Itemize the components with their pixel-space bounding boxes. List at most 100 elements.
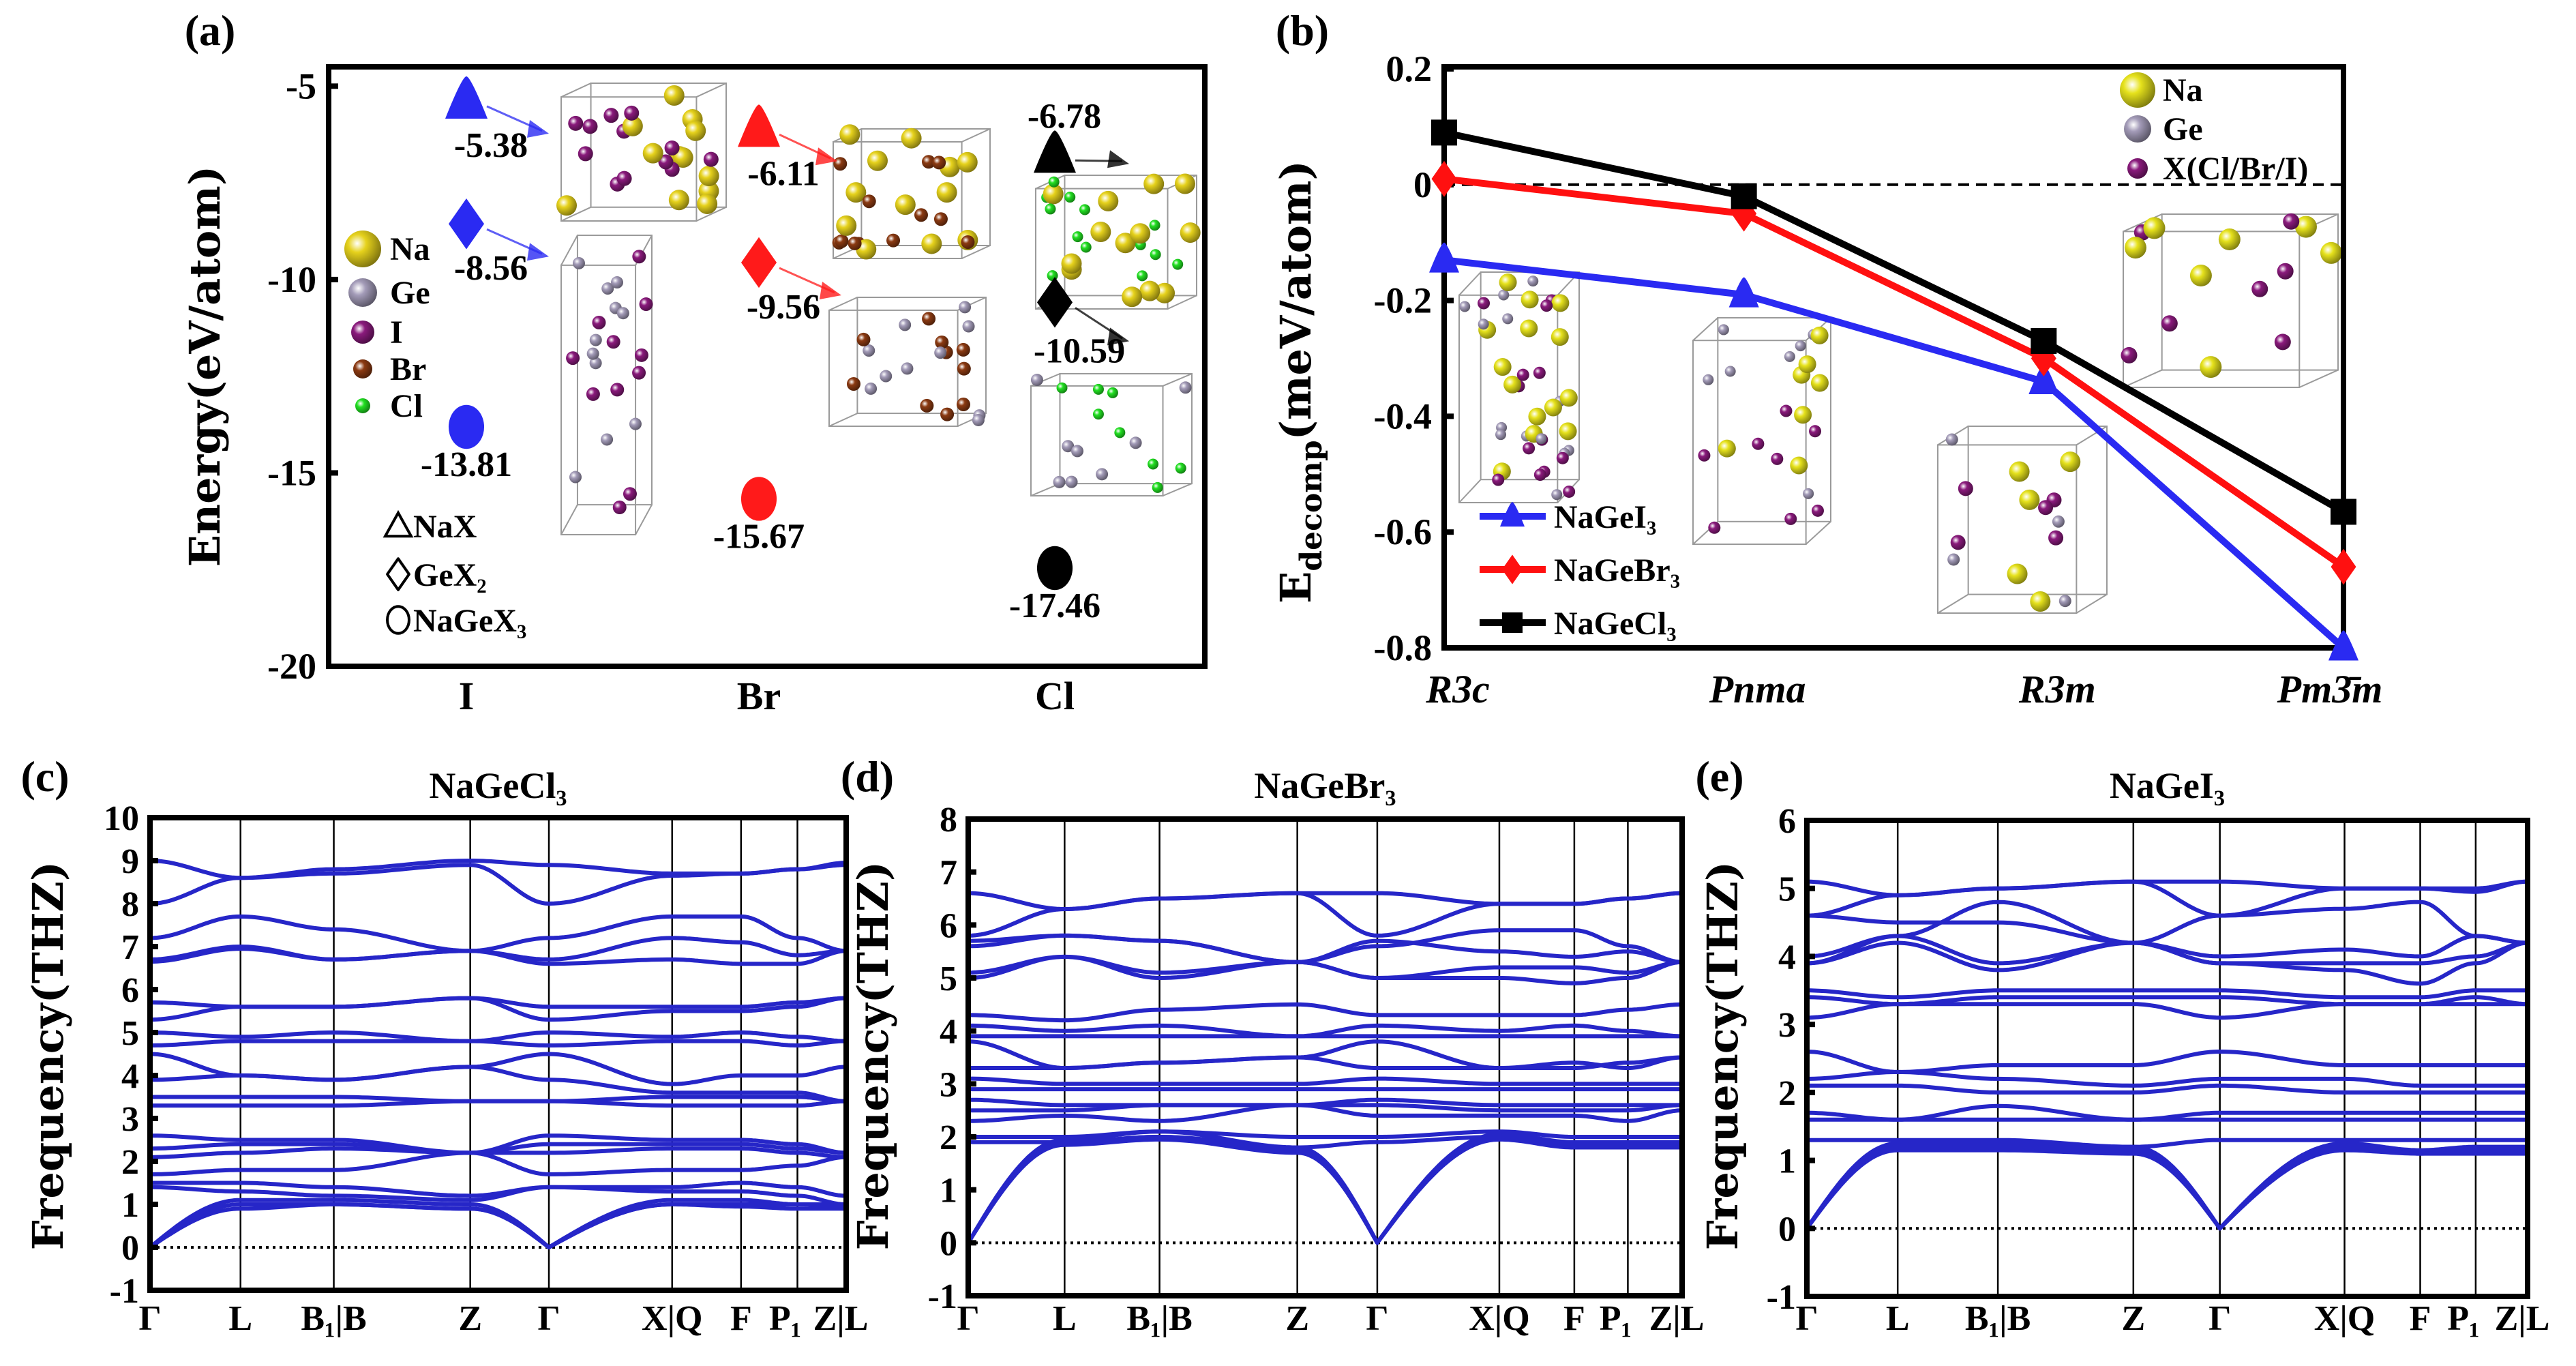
value-label: -9.56: [747, 288, 820, 327]
value-label: -17.46: [1009, 587, 1100, 625]
y-tick-label: 5: [1778, 870, 1796, 909]
y-tick-label: 7: [121, 928, 139, 967]
atom-sphere: [568, 115, 584, 131]
atom-sphere: [1065, 475, 1078, 488]
legend-atom-icon: [351, 321, 374, 344]
atom-sphere: [2274, 333, 2291, 351]
y-tick-label: 1: [121, 1186, 139, 1225]
atom-sphere: [899, 318, 912, 331]
y-tick-label: -1: [110, 1272, 139, 1311]
y-tick-label: -5: [286, 65, 316, 106]
plot-frame: [1441, 64, 2346, 651]
atom-sphere: [1521, 291, 1539, 309]
legend-circle-icon: [386, 605, 410, 635]
phonon-band: [1806, 1050, 2528, 1074]
k-point-label: Γ: [1366, 1299, 1388, 1338]
phonon-band: [968, 1103, 1682, 1123]
x-category-label: Br: [737, 674, 781, 718]
atom-sphere: [1092, 409, 1104, 420]
atom-sphere: [569, 471, 582, 484]
k-point-label: L: [1886, 1299, 1910, 1338]
value-label: -6.78: [1028, 97, 1101, 136]
arrow-head-icon: [527, 243, 549, 261]
data-point-circle: [1036, 546, 1073, 591]
y-axis-title-subscript: decomp: [1294, 440, 1329, 571]
k-point-label: X|Q: [1469, 1299, 1529, 1338]
y-tick-label: 6: [121, 971, 139, 1010]
legend-series-label: NaX: [413, 509, 477, 545]
legend-atom-label: Br: [390, 351, 426, 387]
atom-sphere: [922, 312, 936, 326]
atom-sphere: [2030, 591, 2051, 612]
atom-sphere: [956, 342, 970, 357]
atom-sphere: [2038, 500, 2054, 516]
y-tick-label: 2: [940, 1118, 957, 1157]
atom-sphere: [1950, 535, 1966, 550]
data-point-circle: [448, 404, 485, 449]
legend-atom-label: I: [390, 314, 403, 351]
atom-sphere: [664, 140, 680, 156]
legend-atom-label: Cl: [390, 388, 423, 424]
atom-sphere: [2251, 280, 2268, 297]
atom-sphere: [1718, 324, 1729, 336]
y-axis-title: Frequency(THZ): [23, 861, 73, 1250]
atom-sphere: [1559, 422, 1577, 441]
atom-sphere: [1172, 258, 1184, 270]
phonon-band: [968, 954, 1683, 985]
atom-sphere: [2283, 213, 2300, 230]
series-line: [1443, 175, 2346, 570]
atom-sphere: [2121, 346, 2138, 363]
phonon-band: [1807, 988, 2528, 1000]
phonon-band: [968, 1103, 1682, 1113]
atom-sphere: [1092, 383, 1104, 395]
y-tick-label: 10: [104, 799, 139, 838]
phonon-band: [968, 891, 1683, 938]
k-point-label: B₁|B: [301, 1299, 366, 1338]
atom-sphere: [901, 128, 922, 149]
atom-sphere: [616, 307, 629, 320]
atom-sphere: [845, 182, 867, 203]
legend-atom-icon: [344, 231, 381, 267]
legend-diamond-icon: [1501, 554, 1523, 584]
atom-sphere: [1139, 280, 1160, 301]
k-point-label: Z|L: [813, 1299, 869, 1338]
atom-sphere: [589, 333, 602, 346]
atom-sphere: [1070, 445, 1083, 458]
atom-sphere: [957, 151, 978, 173]
crystal-structure-inset: [1692, 317, 1832, 545]
atom-sphere: [1061, 253, 1082, 274]
atom-sphere: [2058, 595, 2071, 608]
atom-sphere: [610, 383, 625, 397]
plot-frame: [965, 816, 1685, 1298]
legend-atom-label: Na: [2163, 72, 2203, 108]
data-point-triangle: [2028, 363, 2059, 394]
atom-sphere: [1551, 328, 1569, 346]
atom-sphere: [1079, 204, 1090, 216]
k-point-label: X|Q: [642, 1299, 702, 1338]
k-point-label: Z|L: [2495, 1299, 2550, 1338]
x-category-label: R3m: [2018, 667, 2096, 711]
atom-sphere: [2124, 237, 2146, 259]
y-tick-label: 4: [121, 1057, 139, 1096]
atom-sphere: [1798, 355, 1816, 374]
data-point-diamond: [2031, 340, 2056, 376]
y-tick-label: -0.2: [1374, 280, 1432, 321]
phonon-band: [1807, 900, 2528, 945]
k-point-label: Z|L: [1649, 1299, 1705, 1338]
phonon-band: [968, 1023, 1682, 1039]
phonon-band: [150, 1039, 846, 1048]
atom-sphere: [572, 256, 585, 269]
atom-sphere: [2007, 563, 2028, 584]
y-tick-label: 5: [121, 1014, 139, 1053]
phonon-band: [1807, 1103, 2528, 1122]
data-point-square: [1431, 119, 1457, 146]
phonon-band: [150, 1133, 847, 1155]
atom-sphere: [895, 194, 916, 216]
phonon-band: [149, 863, 846, 906]
data-point-triangle: [1429, 242, 1459, 273]
atom-sphere: [622, 115, 643, 136]
phonon-band: [1806, 940, 2528, 986]
